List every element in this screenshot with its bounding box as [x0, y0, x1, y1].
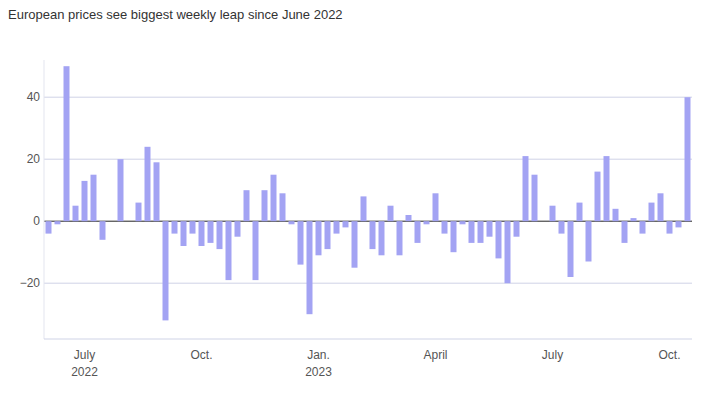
bar — [460, 221, 466, 224]
bar — [136, 203, 142, 222]
bar — [190, 221, 196, 233]
y-tick-label: 20 — [27, 152, 41, 166]
bar — [253, 221, 259, 280]
x-tick-label: July2022 — [71, 348, 98, 379]
x-tick-label: Oct. — [190, 348, 212, 362]
bar — [100, 221, 106, 240]
bar — [388, 206, 394, 222]
bar — [550, 206, 556, 222]
bar — [604, 156, 610, 221]
bar — [622, 221, 628, 243]
bar — [451, 221, 457, 252]
bar — [505, 221, 511, 283]
bar — [514, 221, 520, 237]
bar — [523, 156, 529, 221]
bar — [235, 221, 241, 237]
bar — [577, 203, 583, 222]
bar — [568, 221, 574, 277]
bar — [595, 172, 601, 222]
bar — [640, 221, 646, 233]
y-tick-label: 40 — [27, 90, 41, 104]
bar — [469, 221, 475, 243]
bar — [424, 221, 430, 224]
bar — [406, 215, 412, 221]
title: European prices see biggest weekly leap … — [8, 7, 343, 22]
bar — [379, 221, 385, 255]
bar — [658, 193, 664, 221]
bar — [172, 221, 178, 233]
bar — [244, 190, 250, 221]
y-tick-label: 0 — [33, 214, 40, 228]
bar — [199, 221, 205, 246]
bar — [73, 206, 79, 222]
bar — [64, 66, 70, 221]
grid-line — [44, 283, 692, 284]
bar — [496, 221, 502, 258]
bar — [586, 221, 592, 261]
bar — [370, 221, 376, 249]
bar — [487, 221, 493, 237]
bar — [217, 221, 223, 249]
bar — [352, 221, 358, 268]
bar — [145, 147, 151, 221]
bar — [676, 221, 682, 227]
bar — [163, 221, 169, 320]
chart-svg: European prices see biggest weekly leap … — [0, 0, 714, 397]
bar — [415, 221, 421, 243]
bar — [109, 221, 115, 222]
chart-container: European prices see biggest weekly leap … — [0, 0, 714, 397]
y-tick-label: −20 — [20, 276, 41, 290]
bar — [433, 193, 439, 221]
bar — [208, 221, 214, 243]
x-tick-label: April — [423, 348, 447, 362]
bar — [280, 193, 286, 221]
x-tick-label: July — [542, 348, 563, 362]
bar — [478, 221, 484, 243]
bar — [334, 221, 340, 233]
bar — [532, 175, 538, 222]
bar — [82, 181, 88, 221]
bar — [361, 196, 367, 221]
bar — [649, 203, 655, 222]
bar — [118, 159, 124, 221]
x-axis-line — [44, 339, 692, 340]
y-axis-line — [44, 60, 45, 339]
bar — [613, 209, 619, 221]
bar — [91, 175, 97, 222]
bar — [181, 221, 187, 246]
bar — [55, 221, 61, 224]
bar — [307, 221, 313, 314]
bar — [154, 162, 160, 221]
bar — [442, 221, 448, 233]
bar — [289, 221, 295, 224]
bar — [325, 221, 331, 249]
grid-line — [44, 97, 692, 98]
bars — [46, 66, 691, 320]
bar — [127, 221, 133, 222]
bar — [685, 97, 691, 221]
x-tick-label: Oct. — [658, 348, 680, 362]
bar — [559, 221, 565, 233]
bar — [46, 221, 52, 233]
bar — [667, 221, 673, 233]
bar — [397, 221, 403, 255]
bar — [298, 221, 304, 264]
bar — [271, 175, 277, 222]
grid-line — [44, 159, 692, 160]
x-tick-label: Jan.2023 — [305, 348, 332, 379]
bar — [631, 218, 637, 221]
bar — [316, 221, 322, 255]
bar — [343, 221, 349, 227]
bar — [262, 190, 268, 221]
bar — [226, 221, 232, 280]
bar — [541, 221, 547, 222]
